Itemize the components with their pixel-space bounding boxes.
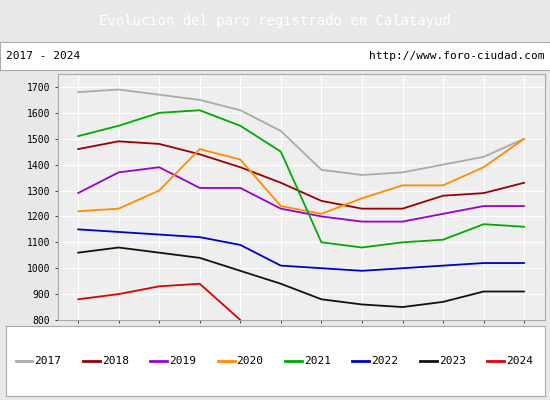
Text: 2019: 2019: [169, 356, 196, 366]
Text: 2022: 2022: [371, 356, 398, 366]
Text: 2018: 2018: [102, 356, 129, 366]
Text: 2020: 2020: [236, 356, 263, 366]
Text: 2017 - 2024: 2017 - 2024: [6, 51, 80, 61]
Text: http://www.foro-ciudad.com: http://www.foro-ciudad.com: [369, 51, 544, 61]
Text: 2024: 2024: [506, 356, 533, 366]
Text: 2021: 2021: [304, 356, 331, 366]
Text: 2017: 2017: [35, 356, 62, 366]
Text: Evolucion del paro registrado en Calatayud: Evolucion del paro registrado en Calatay…: [99, 14, 451, 28]
Text: 2023: 2023: [439, 356, 466, 366]
